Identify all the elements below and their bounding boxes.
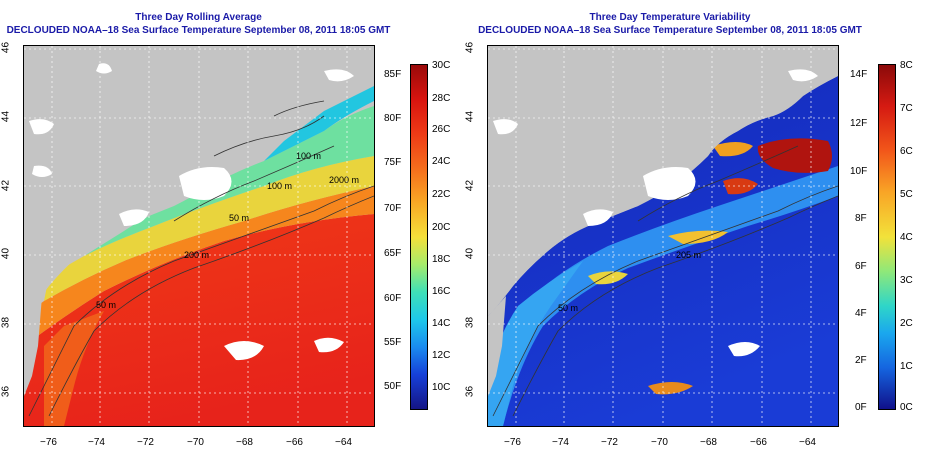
left-colorbar-c-label: 10C bbox=[432, 382, 451, 393]
right-map-title: Three Day Temperature Variability DECLOU… bbox=[460, 11, 880, 37]
right-colorbar-c-label: 4C bbox=[900, 232, 913, 243]
right-depth-label: 205 m bbox=[676, 250, 701, 260]
left-depth-label: 100 m bbox=[296, 151, 321, 161]
left-colorbar-c-label: 22C bbox=[432, 189, 451, 200]
left-colorbar bbox=[410, 64, 428, 410]
left-colorbar-c-label: 26C bbox=[432, 124, 451, 135]
right-y-tick: 46 bbox=[464, 41, 476, 54]
left-colorbar-f-label: 80F bbox=[384, 113, 402, 124]
left-colorbar-c-label: 16C bbox=[432, 286, 451, 297]
right-title-line1: Three Day Temperature Variability bbox=[589, 12, 751, 23]
left-x-tick: −64 bbox=[335, 437, 352, 448]
right-y-tick: 42 bbox=[464, 179, 476, 192]
right-colorbar-c-label: 3C bbox=[900, 275, 913, 286]
right-y-tick: 38 bbox=[464, 316, 476, 329]
right-x-tick: −72 bbox=[601, 437, 618, 448]
left-y-tick: 42 bbox=[0, 179, 12, 192]
right-y-tick: 36 bbox=[464, 385, 476, 398]
left-colorbar-c-label: 30C bbox=[432, 60, 451, 71]
right-colorbar-f-label: 2F bbox=[855, 355, 867, 366]
left-y-tick: 44 bbox=[0, 110, 12, 123]
left-title-line2: DECLOUDED NOAA–18 Sea Surface Temperatur… bbox=[6, 25, 391, 36]
right-depth-label: 50 m bbox=[558, 303, 578, 313]
left-colorbar-c-label: 20C bbox=[432, 222, 451, 233]
left-y-tick: 38 bbox=[0, 316, 12, 329]
right-colorbar-f-label: 14F bbox=[850, 69, 868, 80]
left-colorbar-f-label: 60F bbox=[384, 293, 402, 304]
right-colorbar-c-label: 5C bbox=[900, 189, 913, 200]
right-x-tick: −70 bbox=[651, 437, 668, 448]
right-colorbar bbox=[878, 64, 896, 410]
left-colorbar-f-label: 65F bbox=[384, 248, 402, 259]
right-x-tick: −74 bbox=[552, 437, 569, 448]
right-colorbar-f-label: 4F bbox=[855, 308, 867, 319]
right-colorbar-c-label: 6C bbox=[900, 146, 913, 157]
right-x-tick: −64 bbox=[799, 437, 816, 448]
left-y-tick: 36 bbox=[0, 385, 12, 398]
left-colorbar-f-label: 70F bbox=[384, 203, 402, 214]
right-colorbar-c-label: 1C bbox=[900, 361, 913, 372]
right-x-tick: −76 bbox=[504, 437, 521, 448]
left-depth-label: 200 m bbox=[184, 250, 209, 260]
right-colorbar-f-label: 6F bbox=[855, 261, 867, 272]
right-colorbar-c-label: 2C bbox=[900, 318, 913, 329]
right-title-line2: DECLOUDED NOAA–18 Sea Surface Temperatur… bbox=[478, 25, 862, 36]
left-depth-label: 50 m bbox=[96, 300, 116, 310]
right-colorbar-c-label: 7C bbox=[900, 103, 913, 114]
left-sst-map: 100 m 100 m 2000 m 200 m 50 m 50 m bbox=[23, 45, 375, 427]
left-colorbar-c-label: 28C bbox=[432, 93, 451, 104]
left-title-line1: Three Day Rolling Average bbox=[135, 12, 262, 23]
left-y-tick: 46 bbox=[0, 41, 12, 54]
right-variability-map: 205 m 50 m bbox=[487, 45, 839, 427]
left-depth-label: 100 m bbox=[267, 181, 292, 191]
right-colorbar-f-label: 0F bbox=[855, 402, 867, 413]
left-colorbar-c-label: 18C bbox=[432, 254, 451, 265]
right-y-tick: 40 bbox=[464, 247, 476, 260]
right-x-tick: −66 bbox=[750, 437, 767, 448]
left-x-tick: −74 bbox=[88, 437, 105, 448]
right-colorbar-f-label: 12F bbox=[850, 118, 868, 129]
right-y-tick: 44 bbox=[464, 110, 476, 123]
left-colorbar-f-label: 85F bbox=[384, 69, 402, 80]
left-x-tick: −70 bbox=[187, 437, 204, 448]
left-x-tick: −66 bbox=[286, 437, 303, 448]
right-x-tick: −68 bbox=[700, 437, 717, 448]
right-colorbar-c-label: 0C bbox=[900, 402, 913, 413]
left-colorbar-c-label: 24C bbox=[432, 156, 451, 167]
left-colorbar-f-label: 75F bbox=[384, 157, 402, 168]
left-colorbar-f-label: 50F bbox=[384, 381, 402, 392]
left-x-tick: −76 bbox=[40, 437, 57, 448]
right-colorbar-f-label: 8F bbox=[855, 213, 867, 224]
left-x-tick: −68 bbox=[236, 437, 253, 448]
right-colorbar-c-label: 8C bbox=[900, 60, 913, 71]
left-depth-label: 2000 m bbox=[329, 175, 359, 185]
left-colorbar-f-label: 55F bbox=[384, 337, 402, 348]
left-colorbar-c-label: 14C bbox=[432, 318, 451, 329]
right-colorbar-f-label: 10F bbox=[850, 166, 868, 177]
left-colorbar-c-label: 12C bbox=[432, 350, 451, 361]
left-x-tick: −72 bbox=[137, 437, 154, 448]
left-map-title: Three Day Rolling Average DECLOUDED NOAA… bbox=[0, 11, 397, 37]
left-y-tick: 40 bbox=[0, 247, 12, 260]
left-depth-label: 50 m bbox=[229, 213, 249, 223]
